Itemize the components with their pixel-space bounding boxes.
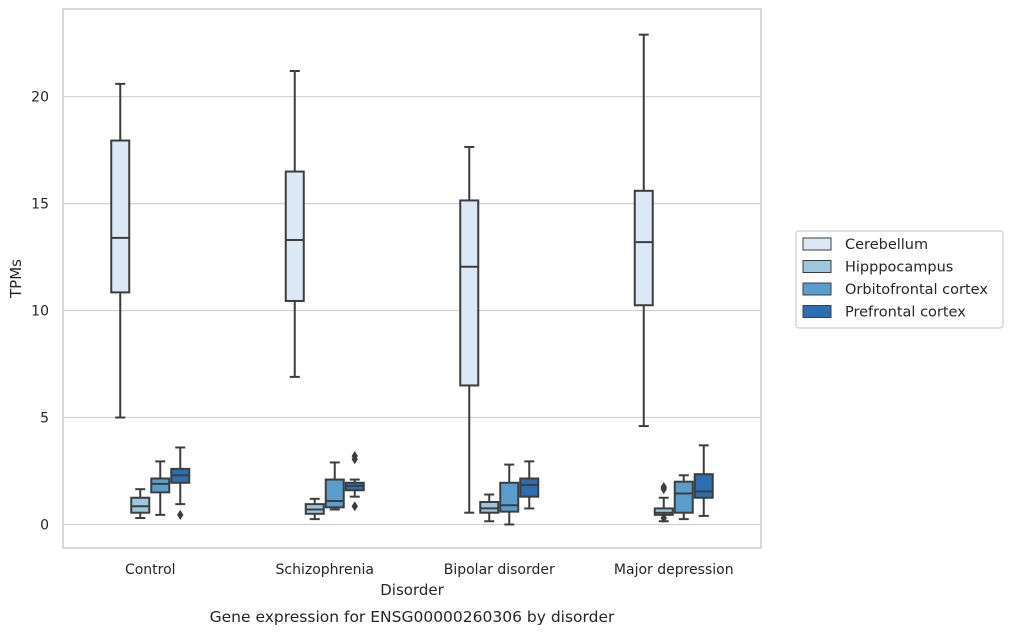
outlier-point [660,513,667,524]
legend-label: Orbitofrontal cortex [845,282,988,298]
box-orbitofrontal-cortex [673,474,694,521]
box-cerebellum [633,33,654,428]
box-hipppocampus [304,497,325,521]
box-iqr [284,170,305,302]
box-cerebellum [459,145,480,514]
box-iqr [110,139,131,294]
legend-swatch [802,282,832,296]
legend-swatch [802,305,832,318]
grid-lines [63,96,761,526]
box-iqr [499,481,520,513]
box-cerebellum [284,70,305,378]
x-category-label: Control [125,562,176,578]
y-axis-label: TPMs [7,259,25,299]
box-iqr [479,501,500,514]
outlier-point [177,509,184,520]
y-tick-label: 15 [31,197,49,213]
x-axis-categories: Control Schizophrenia Bipolar disorder Majo… [125,562,734,578]
box-prefrontal-cortex [519,460,540,510]
box-iqr [633,189,654,307]
y-tick-label: 5 [40,411,49,427]
box-prefrontal-cortex [693,444,714,517]
legend: Cerebellum Hipppocampus Orbitofrontal cort… [795,230,1004,329]
box-iqr [150,477,171,494]
box-orbitofrontal-cortex [150,460,171,516]
legend-swatch [802,260,832,273]
y-tick-label: 0 [40,517,49,533]
legend-label: Prefrontal cortex [845,305,966,321]
legend-label: Cerebellum [845,237,928,253]
plot-area-frame [62,8,762,549]
outlier-point [351,501,358,512]
outlier-point [351,451,358,462]
box-cerebellum [110,82,131,419]
y-tick-label: 10 [31,304,49,320]
outlier-point [660,482,667,493]
box-orbitofrontal-cortex [499,463,520,526]
legend-frame [795,230,1004,329]
box-prefrontal-cortex [170,446,191,520]
box-iqr [693,473,714,499]
x-category-label: Bipolar disorder [444,562,555,578]
box-iqr [130,496,151,514]
box-orbitofrontal-cortex [324,461,345,511]
legend-swatch [802,237,832,251]
box-prefrontal-cortex [344,451,365,512]
box-hipppocampus [130,488,151,520]
y-axis-ticks: 0 5 10 15 20 [31,90,49,534]
box-plots [110,33,714,526]
box-iqr [324,478,345,509]
chart-caption: Gene expression for ENSG00000260306 by d… [210,608,615,626]
x-category-label: Schizophrenia [276,562,374,578]
box-hipppocampus [653,482,674,524]
box-iqr [459,199,480,387]
x-axis-label: Disorder [380,581,444,599]
box-iqr [673,480,694,514]
box-iqr [519,477,540,498]
y-tick-label: 20 [31,90,49,106]
box-hipppocampus [479,493,500,523]
legend-label: Hipppocampus [845,260,953,276]
x-category-label: Major depression [614,562,734,578]
